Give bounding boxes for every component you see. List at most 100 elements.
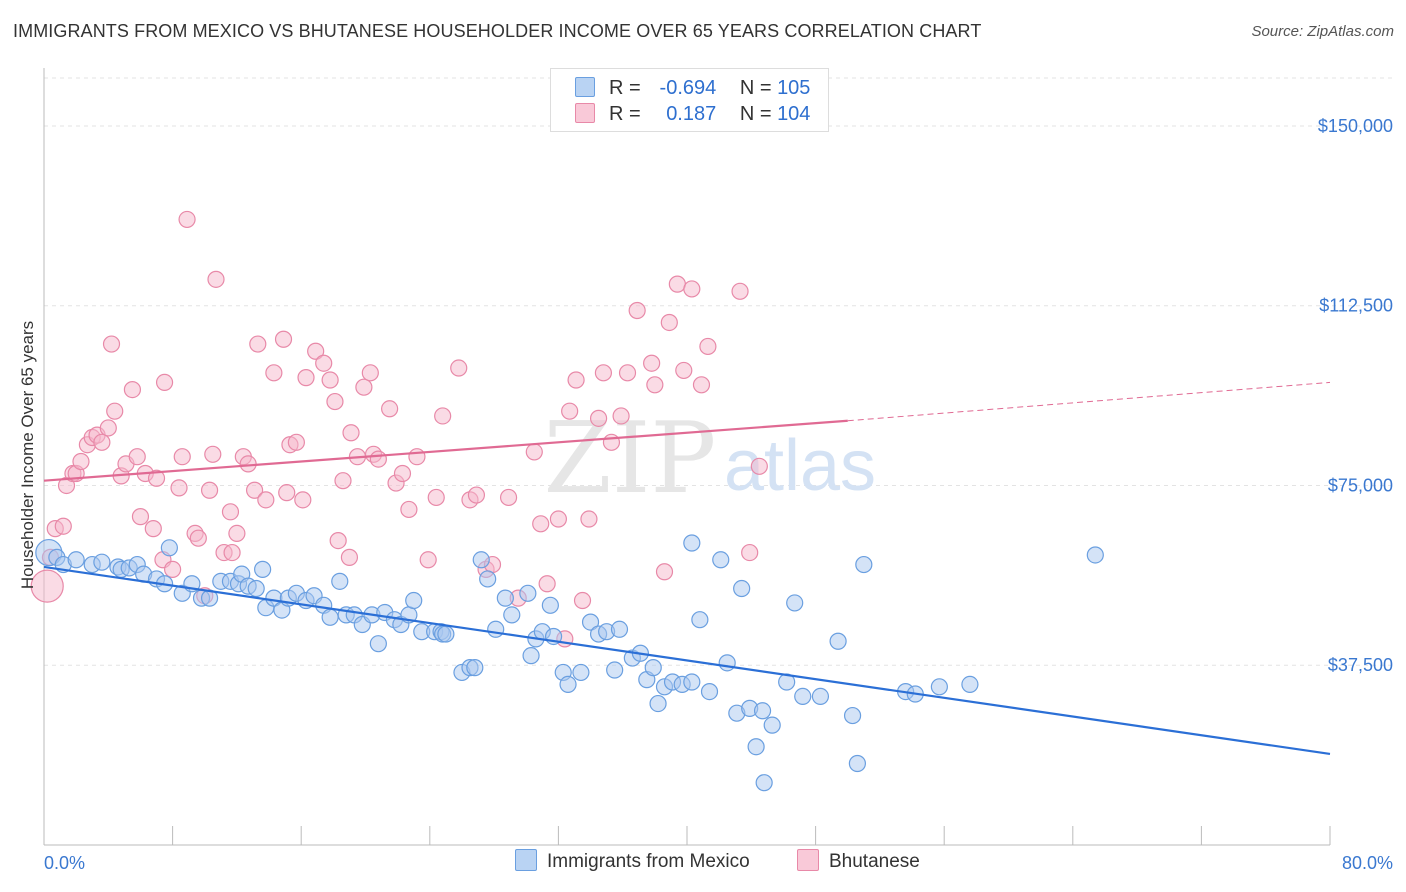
- bhutanese-point: [204, 445, 222, 463]
- mexico-point: [519, 584, 537, 602]
- mexico-point: [487, 620, 505, 638]
- mexico-point: [712, 551, 730, 569]
- mexico-point: [961, 675, 979, 694]
- bhutanese-point: [72, 452, 90, 471]
- bhutanese-point: [660, 313, 678, 332]
- bhutanese-point: [147, 469, 166, 487]
- bhutanese-trend-line: [43, 419, 848, 482]
- mexico-point: [405, 591, 423, 610]
- bhutanese-point: [278, 484, 296, 502]
- legend-n-label: N =: [739, 103, 772, 125]
- bhutanese-point: [675, 361, 693, 380]
- legend-r-value: -0.694: [659, 77, 717, 99]
- bhutanese-point: [131, 508, 150, 526]
- bhutanese-point: [307, 342, 325, 360]
- series-legend: Immigrants from Mexico Bhutanese: [0, 849, 1406, 879]
- bhutanese-point: [54, 517, 72, 535]
- bhutanese-point: [164, 560, 182, 578]
- bhutanese-point: [450, 359, 468, 377]
- legend-n-label: N =: [739, 77, 772, 99]
- bhutanese-point: [223, 543, 241, 562]
- mexico-point: [683, 534, 701, 552]
- trend-lines: [43, 381, 1331, 756]
- bhutanese-point: [532, 515, 550, 533]
- mexico-point: [437, 625, 455, 643]
- bhutanese-point: [643, 354, 661, 372]
- mexico-point: [541, 596, 559, 614]
- bhutanese-point: [173, 448, 191, 466]
- bhutanese-point: [249, 335, 267, 353]
- mexico-point: [572, 663, 590, 682]
- bhutanese-point: [618, 364, 637, 382]
- legend-label-mexico: Immigrants from Mexico: [547, 851, 750, 873]
- bhutanese-point: [355, 378, 373, 396]
- mexico-point: [67, 551, 85, 569]
- bhutanese-point: [427, 488, 445, 507]
- mexico-point: [649, 694, 667, 713]
- bhutanese-point: [239, 455, 257, 473]
- mexico-point: [755, 774, 773, 792]
- bhutanese-trend-extension: [847, 381, 1331, 422]
- bhutanese-point: [683, 280, 701, 298]
- mexico-point: [496, 589, 514, 607]
- mexico-point: [718, 654, 736, 672]
- bhutanese-point: [573, 591, 592, 610]
- legend-row-mexico: R = -0.694 N = 105: [575, 76, 811, 101]
- mexico-point: [559, 675, 577, 694]
- bhutanese-point: [257, 491, 275, 509]
- watermark: ZIP atlas: [544, 402, 876, 516]
- bhutanese-point: [361, 364, 379, 382]
- x-tick-label-min: 0.0%: [44, 853, 85, 873]
- mexico-points: [35, 534, 1104, 792]
- mexico-point: [855, 555, 873, 574]
- bhutanese-point: [525, 443, 543, 461]
- bhutanese-point: [228, 524, 246, 543]
- legend-r-label: R =: [609, 103, 641, 125]
- bhutanese-point: [561, 402, 579, 420]
- bhutanese-point: [315, 354, 333, 372]
- mexico-point: [1086, 546, 1104, 564]
- bhutanese-point: [207, 270, 225, 288]
- mexico-point: [811, 687, 830, 705]
- bhutanese-point: [334, 472, 352, 490]
- bhutanese-point: [434, 407, 452, 425]
- bhutanese-point: [297, 369, 315, 387]
- mexico-point: [606, 661, 624, 679]
- bhutanese-point: [274, 330, 293, 348]
- watermark-zip: ZIP: [544, 402, 717, 516]
- legend-label-bhutanese: Bhutanese: [829, 851, 920, 873]
- watermark-atlas: atlas: [724, 426, 876, 506]
- mexico-point: [691, 611, 709, 629]
- mexico-point: [843, 706, 862, 725]
- bhutanese-point: [178, 210, 196, 229]
- mexico-point: [479, 570, 497, 588]
- legend-n-value: 104: [777, 103, 811, 125]
- tick-labels: $37,500 $75,000 $112,500 $150,000 0.0% 80.0%: [44, 116, 1393, 873]
- bhutanese-point: [400, 500, 418, 519]
- bhutanese-point: [589, 409, 608, 427]
- bhutanese-point: [245, 481, 264, 499]
- mexico-point: [763, 716, 781, 734]
- mexico-point: [254, 560, 272, 578]
- bhutanese-point: [93, 433, 111, 451]
- mexico-point: [472, 551, 490, 569]
- bhutanese-point: [408, 448, 426, 466]
- mexico-point: [794, 687, 812, 705]
- mexico-point: [581, 613, 600, 631]
- bhutanese-point: [594, 364, 613, 382]
- mexico-trend-line: [43, 565, 1331, 756]
- bhutanese-point: [612, 407, 630, 425]
- bhutanese-point: [668, 275, 686, 293]
- legend-r-label: R =: [609, 77, 641, 99]
- legend-swatch-pink: [575, 102, 595, 123]
- legend-swatch-blue: [575, 76, 595, 97]
- bhutanese-point: [287, 433, 305, 451]
- legend-n-value: 105: [777, 77, 811, 99]
- bhutanese-point: [294, 491, 312, 509]
- bhutanese-point: [30, 569, 64, 603]
- source-credit: Source: ZipAtlas.com: [1251, 23, 1394, 40]
- mexico-point: [369, 635, 387, 653]
- mexico-point: [321, 608, 339, 626]
- legend-item-bhutanese: Bhutanese: [797, 849, 920, 873]
